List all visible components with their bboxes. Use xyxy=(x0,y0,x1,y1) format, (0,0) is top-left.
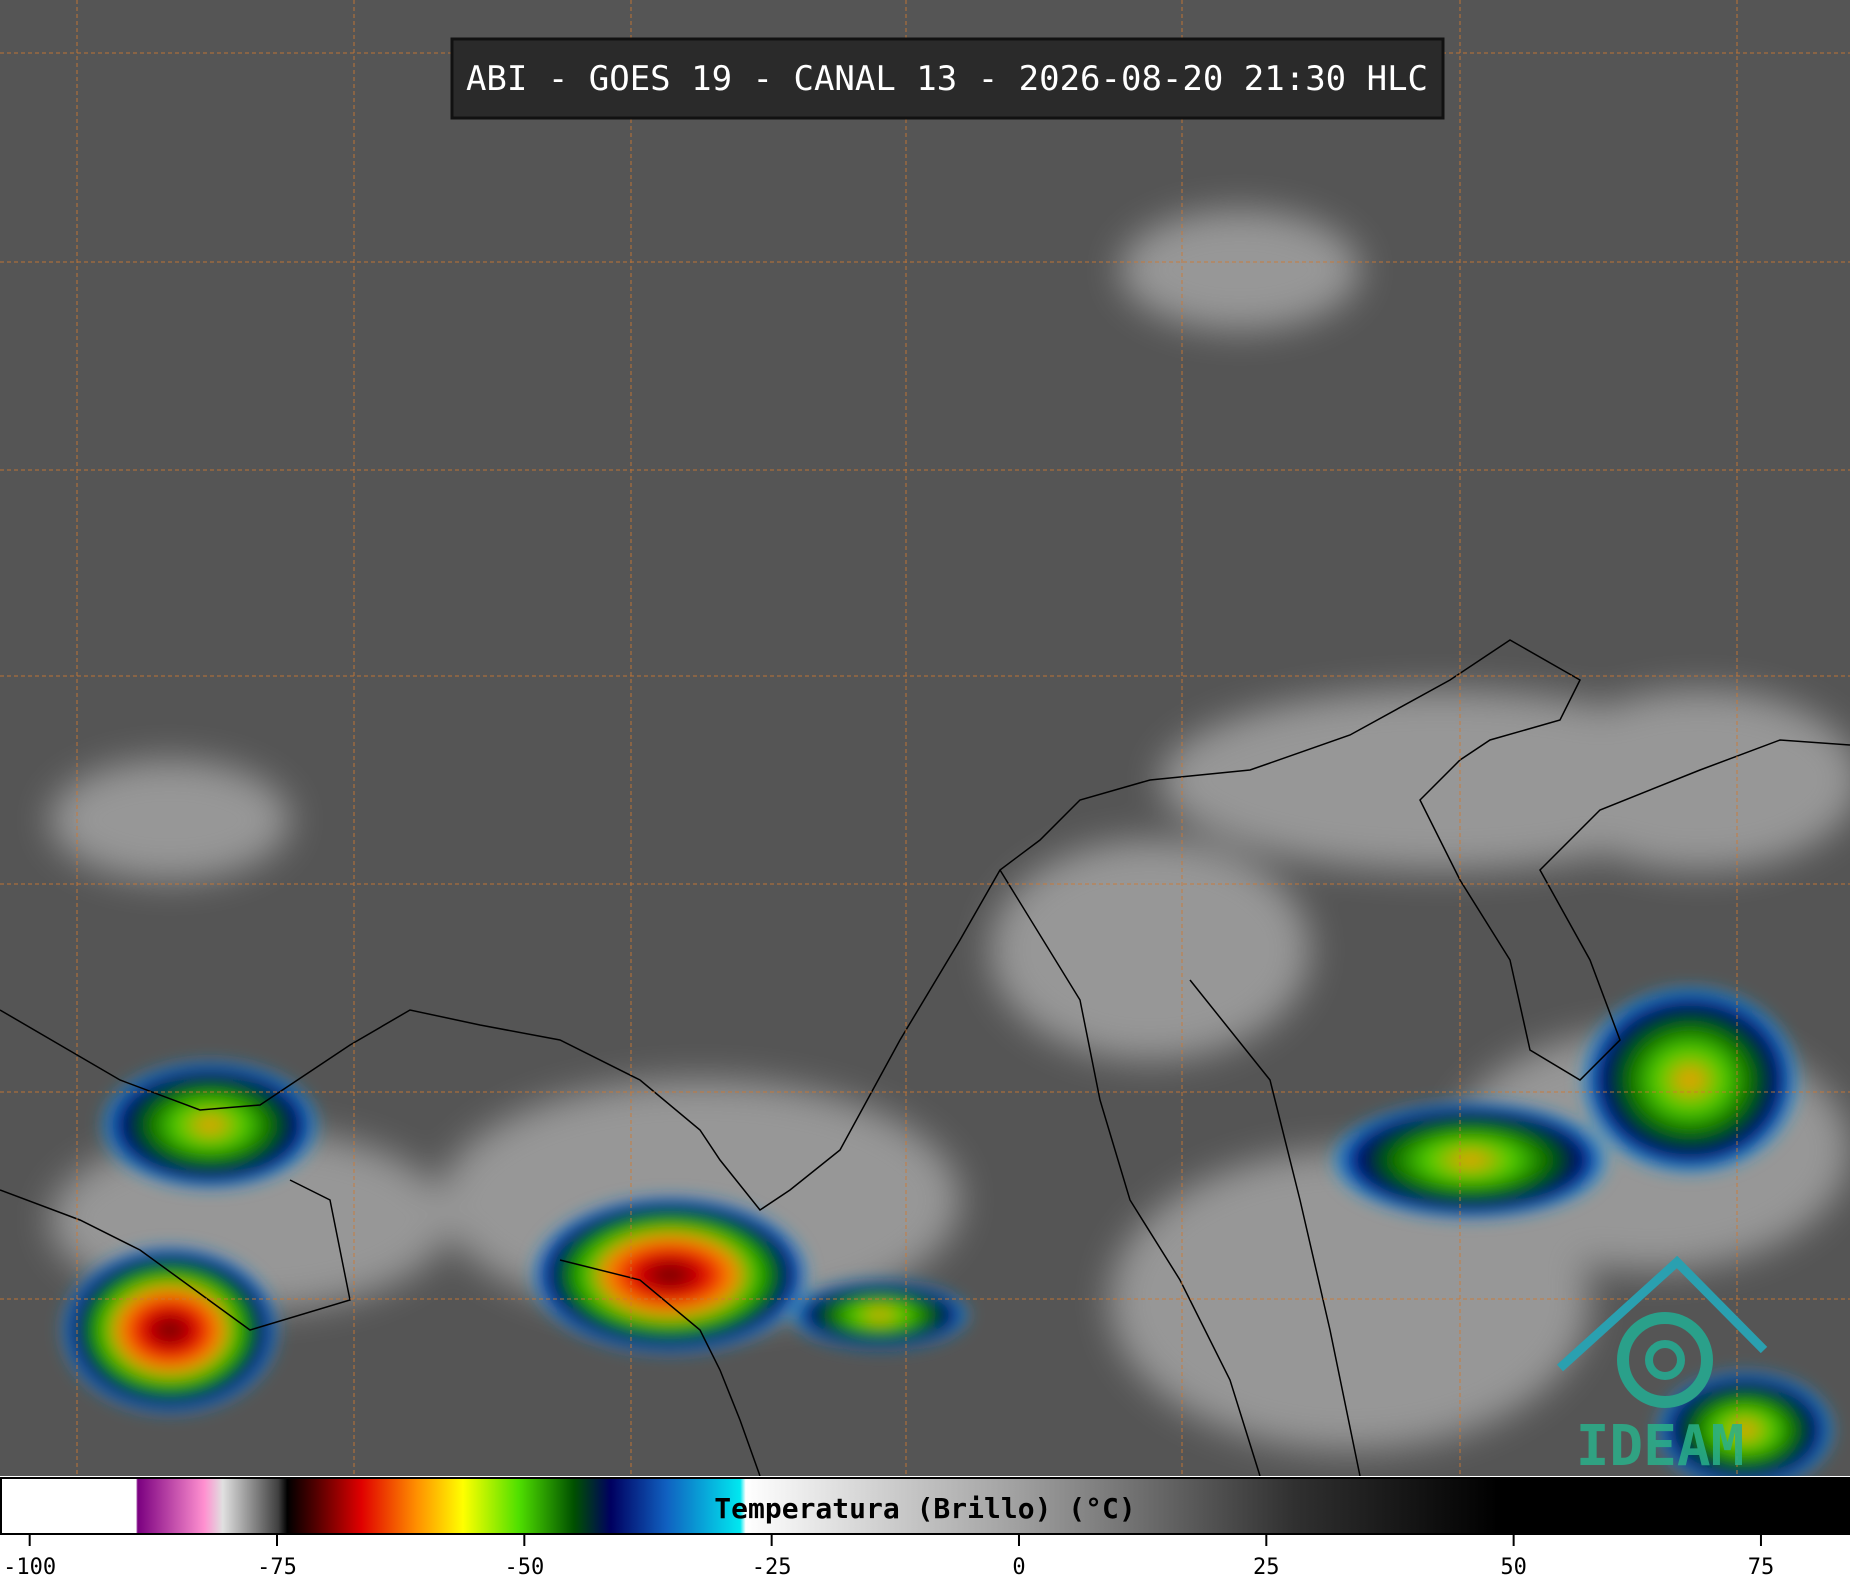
title: ABI - GOES 19 - CANAL 13 - 2026-08-20 21… xyxy=(466,59,1428,99)
graticule xyxy=(0,0,1850,1476)
logo: IDEAM xyxy=(1556,1255,1768,1479)
colorbar xyxy=(0,1477,1850,1535)
coastlines xyxy=(0,639,1850,1477)
tick-label: 25 xyxy=(1253,1555,1280,1577)
colorbar-label: Temperatura (Brillo) (°C) xyxy=(714,1492,1135,1525)
tick-label: -25 xyxy=(752,1555,792,1577)
tick-label: 50 xyxy=(1500,1555,1527,1577)
tick-label: -50 xyxy=(504,1555,544,1577)
tick-label: -100 xyxy=(3,1555,56,1577)
tick-label: 75 xyxy=(1748,1555,1775,1577)
title-box xyxy=(450,37,1445,120)
tick-label: 0 xyxy=(1012,1555,1025,1577)
logo-text: IDEAM xyxy=(1576,1414,1745,1479)
tick-label: -75 xyxy=(257,1555,297,1577)
